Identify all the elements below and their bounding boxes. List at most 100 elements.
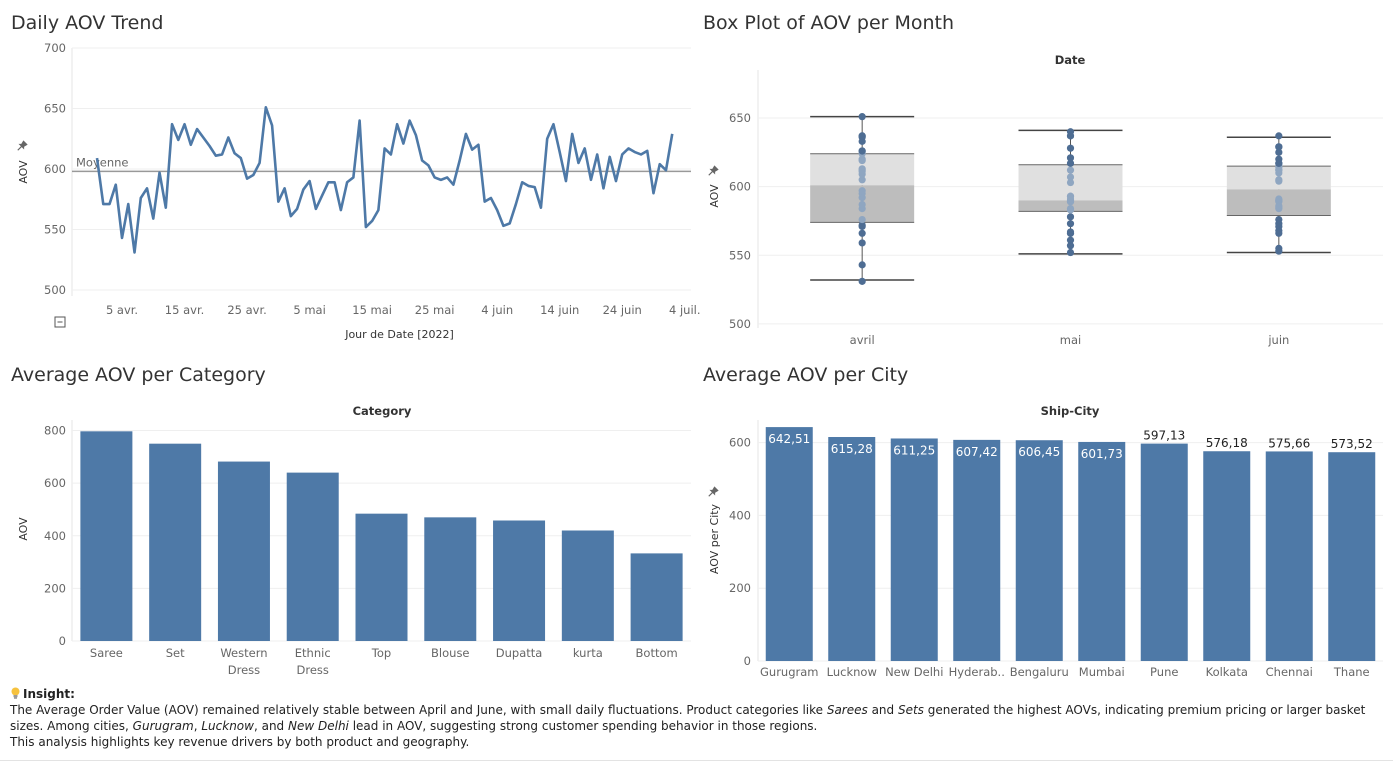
y-tick-label: 200 [729,581,751,595]
box-data-point [1066,144,1075,152]
insight-text: , and [253,719,288,733]
insight-text: lead in AOV, suggesting strong customer … [348,719,818,733]
data-label: 601,73 [1081,447,1123,461]
category-bar [80,431,133,641]
category-bar [630,553,683,641]
bottom-divider [0,760,1393,761]
y-axis-title: AOV per City [708,503,721,574]
city-bar [953,439,1001,661]
box-data-point [1066,128,1075,136]
box-data-point [1275,244,1283,253]
collapse-icon [54,316,66,328]
data-label: 611,25 [893,443,935,457]
insight-emphasis: New Delhi [288,719,349,733]
insight-emphasis: Sarees [826,703,868,717]
box-data-point [1275,143,1283,151]
x-tick-label: Gurugram [760,665,819,679]
city-bar [1265,451,1313,661]
box-data-point [1275,148,1283,156]
monthly-aov-box-plot[interactable]: Date 500 550 600 650 avril mai juin AOV [0,0,1393,350]
pin-icon [708,486,719,497]
x-tick-label: kurta [573,646,603,660]
insight-emphasis: Gurugram [132,719,194,733]
city-bar [890,438,938,661]
x-tick-label: Bottom [636,646,678,660]
y-tick-label: 500 [44,283,66,297]
box-data-point [858,229,866,237]
daily-aov-line-chart[interactable]: 500 550 600 650 700 5 avr. 15 avr. 25 avr. 5 mai… [0,0,701,350]
city-aov-bar-chart[interactable]: Ship-City 0 200 400 600 642,51 Gurugram 615,28 L… [0,0,1393,684]
x-tick-label: mai [1060,333,1081,347]
y-tick-label: 800 [44,424,66,438]
box-data-point [1066,159,1075,167]
box-data-point [1066,220,1075,228]
y-axis-title: AOV [708,184,721,208]
pin-icon [708,165,719,176]
y-tick-label: 600 [44,162,66,176]
box-data-point [858,176,866,184]
box-data-point [1066,242,1075,250]
insight-panel: Insight: The Average Order Value (AOV) r… [10,686,1380,750]
box-data-point [858,155,866,163]
box-data-point [858,113,866,121]
y-tick-label: 550 [44,222,66,236]
data-label: 575,66 [1268,436,1310,450]
box-data-point [858,132,866,140]
y-tick-label: 400 [729,508,751,522]
box-data-point [1066,192,1075,200]
data-label: 642,51 [768,432,810,446]
box-data-point [1066,154,1075,162]
box-data-point [858,221,866,229]
x-tick-label: 24 juin [603,303,642,317]
box-data-point [858,277,866,285]
category-bar [561,530,614,641]
box-data-point [1066,213,1075,221]
city-bar [1328,452,1376,661]
x-tick-label: Mumbai [1079,665,1125,679]
box-data-point [1066,205,1075,213]
y-tick-label: 0 [744,654,751,668]
insight-text: , [193,719,202,733]
x-tick-label: avril [850,333,875,347]
insight-text: and [867,703,898,717]
y-tick-label: 200 [44,581,66,595]
insight-emphasis: Lucknow [201,719,254,733]
x-tick-label: Hyderab.. [949,665,1005,679]
box-data-point [1066,248,1075,257]
x-tick-label: 15 mai [352,303,392,317]
aov-series-line [95,105,674,254]
x-tick-label: Blouse [431,646,469,660]
insight-text: generated the highest AOVs, indicating p… [10,703,1366,733]
box-data-point [1066,178,1075,187]
box-data-point [1275,176,1283,184]
city-chart-title: Average AOV per City [703,364,909,386]
pin-icon [17,140,28,151]
y-tick-label: 500 [729,317,751,331]
y-tick-label: 0 [59,634,66,648]
category-bar [217,461,270,641]
y-tick-label: 600 [729,436,751,450]
insight-paragraph-2: This analysis highlights key revenue dri… [10,735,470,749]
box-data-point [858,147,866,155]
city-bar [1140,443,1188,661]
y-tick-label: 550 [729,248,751,262]
insight-paragraph-1: The Average Order Value (AOV) remained r… [10,702,1380,734]
x-tick-label: 4 juil. [669,303,701,317]
category-aov-bar-chart[interactable]: Category 0 200 400 600 800 Saree Set Western Dres… [0,0,700,684]
y-tick-label: 650 [729,111,751,125]
data-label: 615,28 [831,442,873,456]
city-bar [765,427,813,661]
box-data-point [1066,228,1075,236]
daily-chart-title: Daily AOV Trend [11,12,164,34]
x-tick-label: 15 avr. [165,303,204,317]
data-label: 576,18 [1206,436,1248,450]
box-chart-title: Box Plot of AOV per Month [703,12,955,34]
data-label: 607,42 [956,445,998,459]
x-tick-label: Western [220,646,267,660]
x-tick-label: Pune [1150,665,1178,679]
insight-text: The Average Order Value (AOV) remained r… [10,703,827,717]
x-tick-label: 4 juin [481,303,513,317]
column-header: Date [1055,53,1086,67]
box-data-point [858,165,866,173]
box-data-point [858,215,866,224]
